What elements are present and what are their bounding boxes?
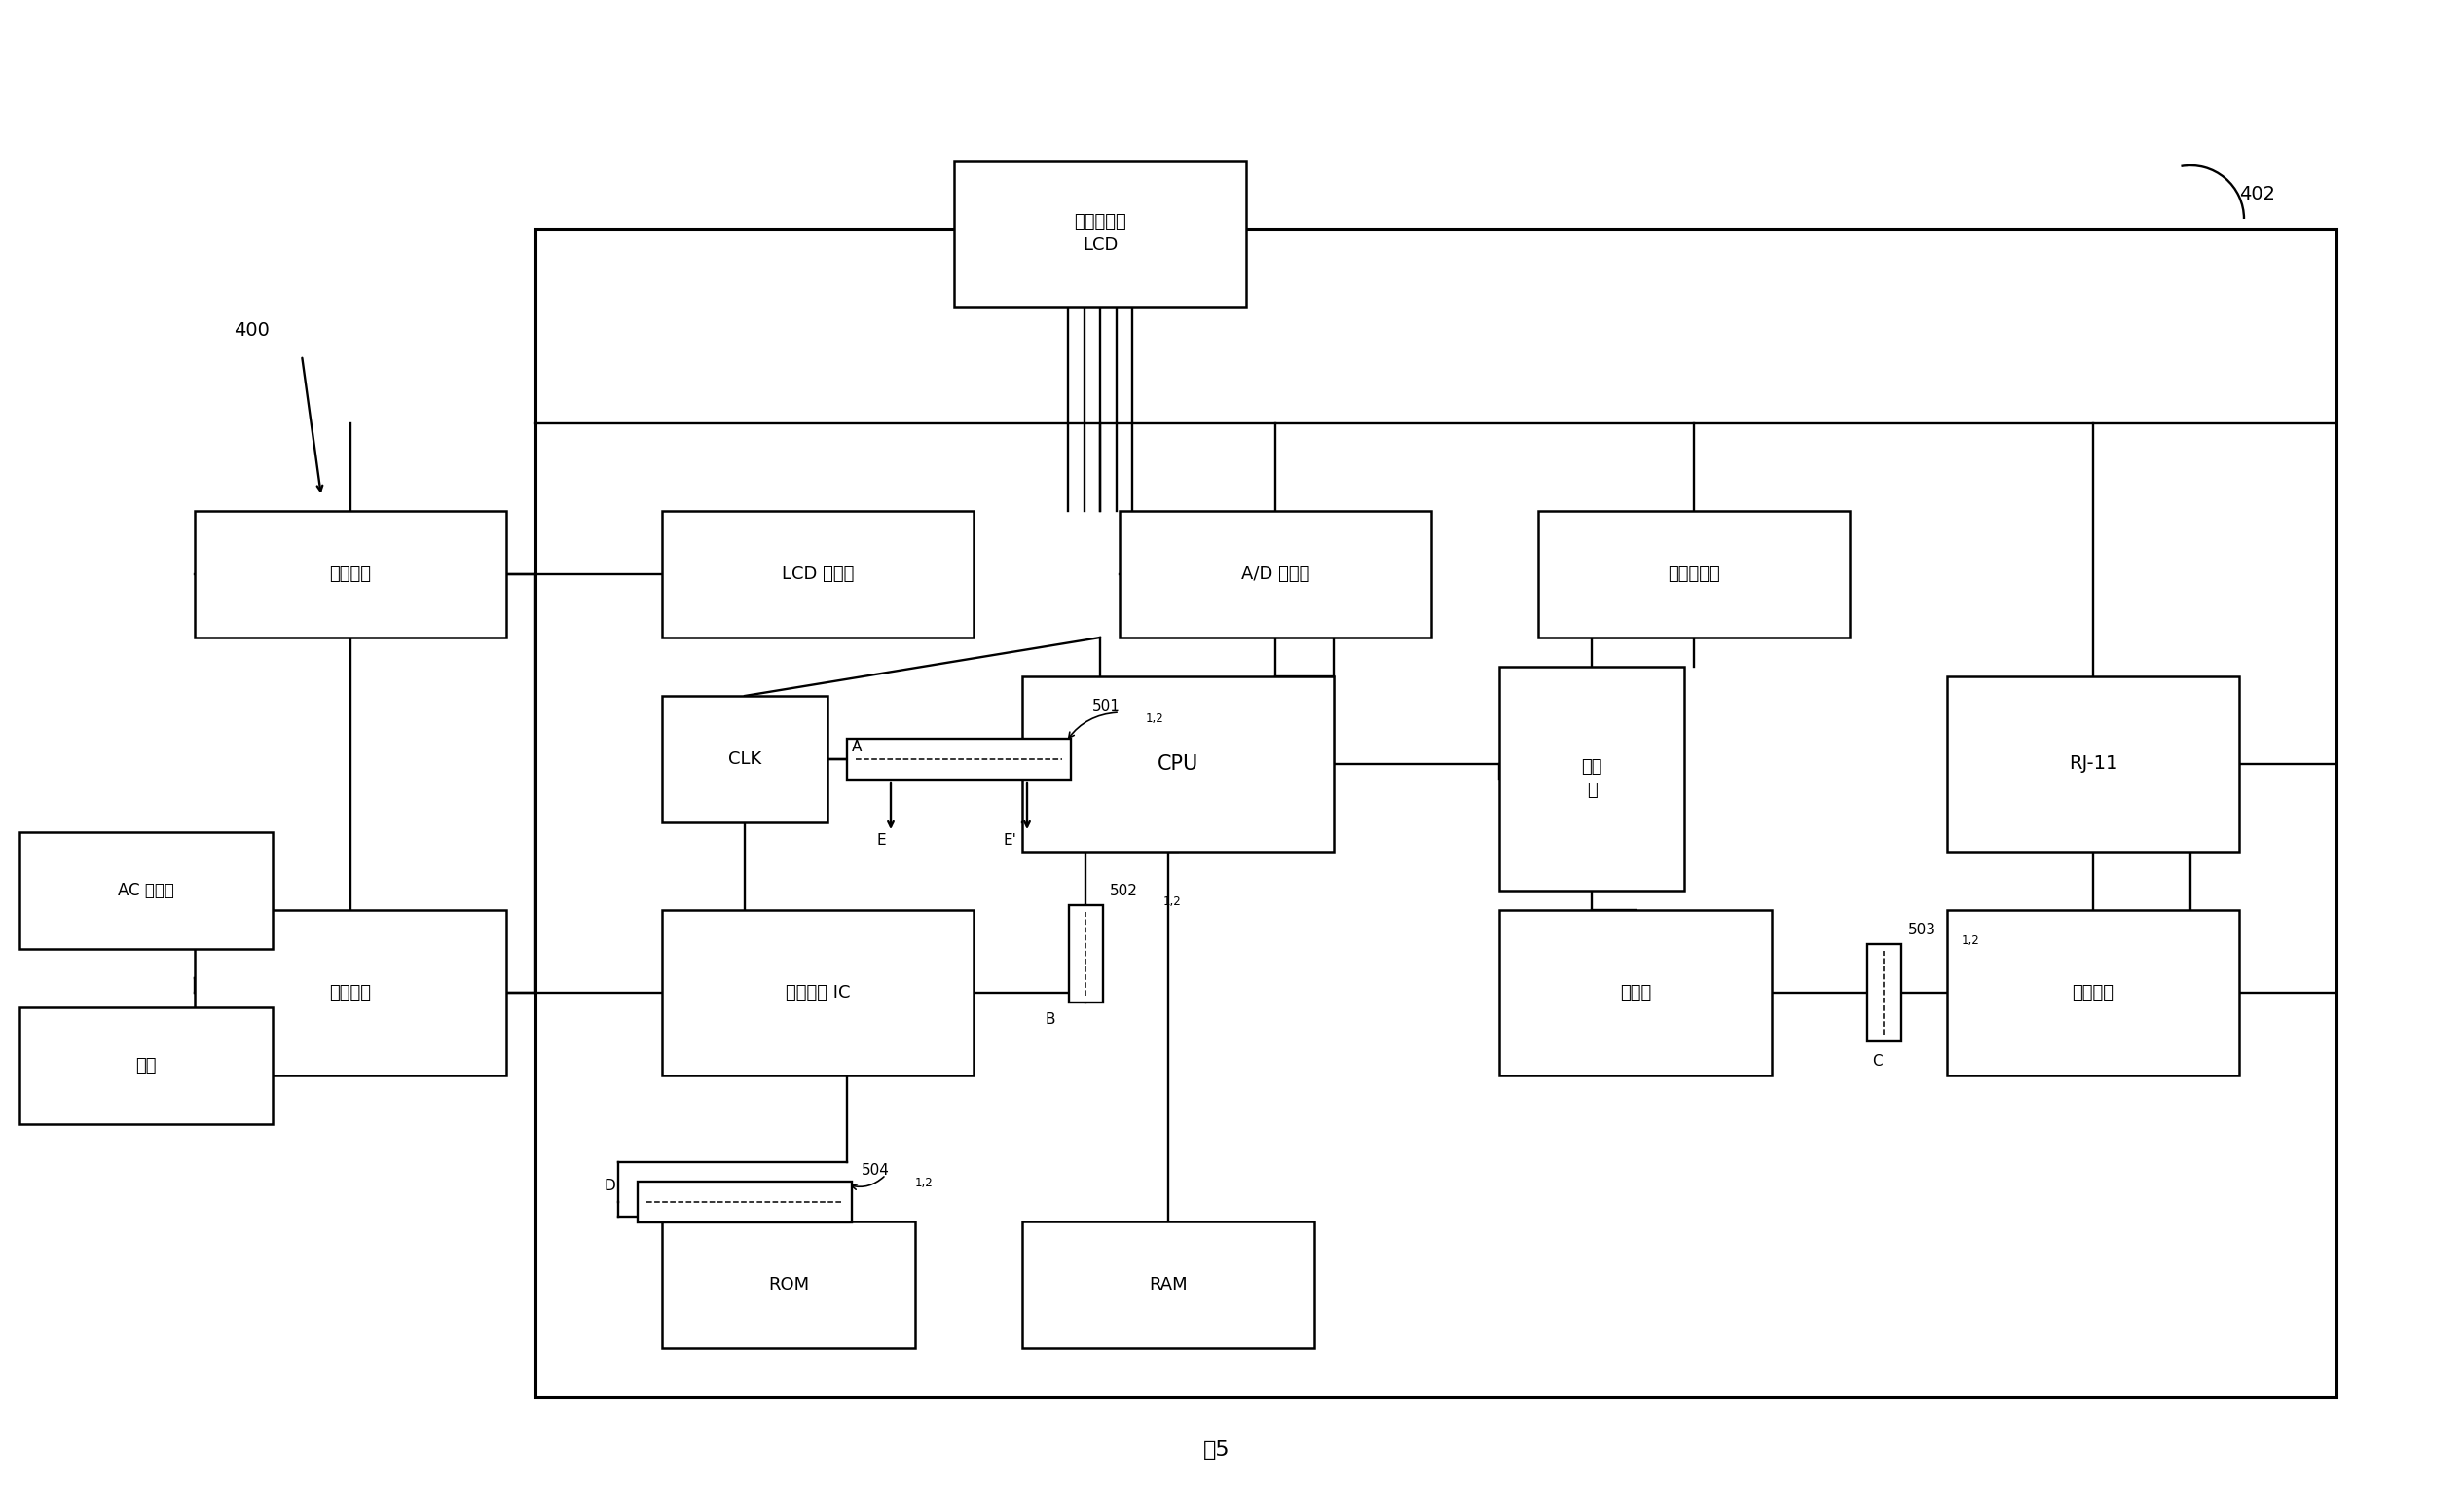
Text: AC 适配器: AC 适配器 xyxy=(118,881,175,899)
Text: 1,2: 1,2 xyxy=(1146,713,1163,725)
Bar xyxy=(1868,944,1900,1041)
Bar xyxy=(195,910,505,1076)
Bar xyxy=(663,696,828,822)
Text: A: A xyxy=(853,740,862,754)
Text: D: D xyxy=(604,1179,616,1194)
Text: 502: 502 xyxy=(1109,884,1138,898)
Text: 周边装置: 周边装置 xyxy=(330,566,372,583)
Text: B: B xyxy=(1045,1013,1055,1026)
Bar xyxy=(195,511,505,638)
Bar xyxy=(1498,666,1685,890)
Text: 红外线模块: 红外线模块 xyxy=(1668,566,1720,583)
Text: 电源管理: 电源管理 xyxy=(330,985,372,1001)
Bar xyxy=(1069,905,1101,1002)
Text: 400: 400 xyxy=(234,321,269,339)
Bar xyxy=(535,229,2336,1397)
Bar xyxy=(954,160,1247,306)
Text: ROM: ROM xyxy=(769,1276,808,1294)
Text: 504: 504 xyxy=(862,1164,890,1177)
Text: 电源控制 IC: 电源控制 IC xyxy=(786,985,850,1001)
Text: CLK: CLK xyxy=(727,750,761,768)
Text: C: C xyxy=(1873,1055,1882,1068)
Bar xyxy=(663,511,973,638)
Text: E: E xyxy=(877,834,885,847)
Text: RAM: RAM xyxy=(1148,1276,1188,1294)
Bar xyxy=(1119,511,1432,638)
Text: E': E' xyxy=(1003,834,1015,847)
Text: 驱动器: 驱动器 xyxy=(1619,985,1651,1001)
Text: 电池: 电池 xyxy=(136,1056,158,1074)
Text: 变压
器: 变压 器 xyxy=(1582,759,1602,799)
Text: 液晶显示器
LCD: 液晶显示器 LCD xyxy=(1074,214,1126,254)
Bar xyxy=(1023,677,1333,852)
Text: 1,2: 1,2 xyxy=(1961,934,1981,947)
Text: 402: 402 xyxy=(2240,185,2274,203)
Bar xyxy=(1498,910,1772,1076)
Bar xyxy=(1023,1222,1313,1348)
Bar xyxy=(663,1222,914,1348)
Bar xyxy=(638,1182,853,1222)
Text: LCD 控制器: LCD 控制器 xyxy=(781,566,855,583)
Bar xyxy=(1538,511,1850,638)
Text: 503: 503 xyxy=(1907,923,1937,937)
Text: A/D 转换器: A/D 转换器 xyxy=(1242,566,1308,583)
Bar xyxy=(848,738,1072,780)
Text: 输出端口: 输出端口 xyxy=(2072,985,2114,1001)
Text: 501: 501 xyxy=(1092,699,1121,714)
Bar xyxy=(20,832,274,949)
Bar xyxy=(663,910,973,1076)
Text: 图5: 图5 xyxy=(1202,1440,1230,1460)
Text: CPU: CPU xyxy=(1158,754,1198,774)
Text: 1,2: 1,2 xyxy=(1163,895,1183,908)
Text: 1,2: 1,2 xyxy=(914,1177,934,1189)
Bar xyxy=(20,1007,274,1123)
Bar xyxy=(1947,677,2240,852)
Text: RJ-11: RJ-11 xyxy=(2070,754,2117,774)
Bar xyxy=(1947,910,2240,1076)
